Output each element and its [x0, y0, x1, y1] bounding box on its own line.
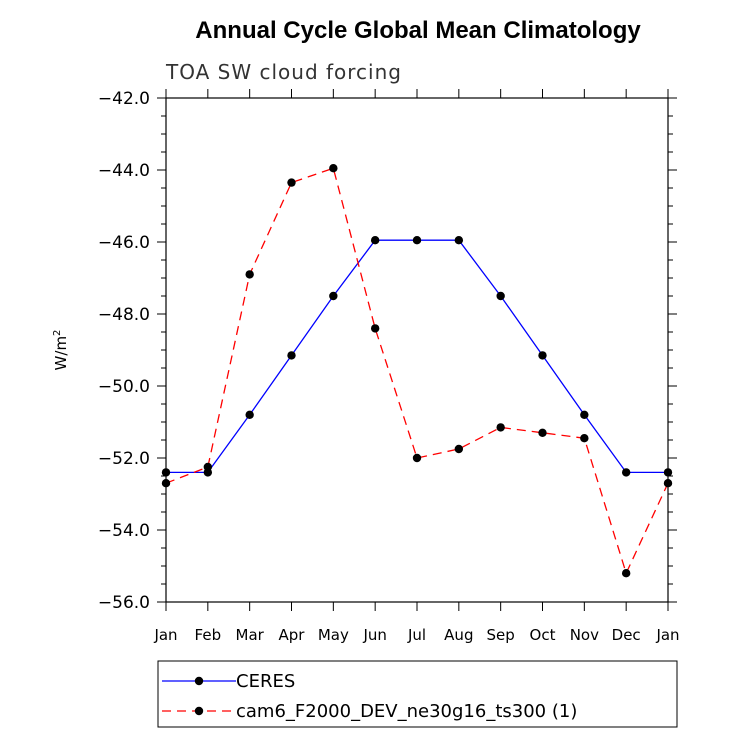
- svg-text:W/m2: W/m2: [52, 330, 70, 371]
- series-0-point: [454, 236, 464, 245]
- legend-box: [157, 660, 678, 728]
- x-tick-label: May: [318, 626, 349, 644]
- x-tick-label: Aug: [444, 626, 473, 644]
- y-axis-label-text: W/m: [52, 336, 70, 371]
- series-1-point: [538, 428, 547, 437]
- series-1-point: [454, 444, 464, 454]
- y-tick-label: −52.0: [98, 449, 150, 469]
- y-tick-label: −54.0: [98, 521, 150, 541]
- x-tick-label: Oct: [530, 626, 556, 644]
- series-1-point: [412, 453, 422, 463]
- series-1-point: [245, 270, 254, 279]
- series-0-point: [538, 351, 547, 360]
- series-0-point: [412, 236, 422, 245]
- y-tick-label: −46.0: [98, 233, 150, 253]
- series-1-point: [329, 164, 338, 173]
- x-tick-label: Feb: [195, 626, 222, 644]
- series-1-point: [621, 569, 631, 578]
- series-1-point: [370, 324, 380, 333]
- series-1-point: [496, 423, 505, 432]
- series-0-point: [370, 236, 380, 245]
- series-0-point: [245, 410, 254, 419]
- y-axis-label-superscript: 2: [52, 330, 63, 336]
- y-tick-label: −50.0: [98, 377, 150, 397]
- x-tick-label: Jul: [407, 626, 426, 644]
- legend-label: CERES: [236, 671, 295, 692]
- series-0-point: [621, 468, 631, 477]
- x-tick-label: Jan: [655, 626, 679, 644]
- series-line-1: [165, 167, 669, 576]
- chart-subtitle: TOA SW cloud forcing: [165, 60, 402, 84]
- axis-ticks: [157, 89, 677, 611]
- chart-title: Annual Cycle Global Mean Climatology: [195, 17, 641, 44]
- legend-label: cam6_F2000_DEV_ne30g16_ts300 (1): [236, 701, 577, 722]
- x-tick-label: Mar: [236, 626, 265, 644]
- legend-marker: [194, 676, 204, 686]
- legend-marker: [194, 706, 204, 716]
- plot-frame: [165, 97, 669, 603]
- y-tick-label: −42.0: [98, 89, 150, 109]
- series-1-point: [580, 434, 589, 443]
- series-layer: [161, 164, 673, 578]
- y-tick-labels: −42.0 −44.0 −46.0 −48.0 −50.0 −52.0 −54.0 −56.0: [98, 89, 150, 613]
- y-tick-label: −56.0: [98, 593, 150, 613]
- series-1-point: [203, 462, 213, 472]
- series-1-point: [287, 178, 296, 187]
- y-tick-label: −48.0: [98, 305, 150, 325]
- series-0-point: [496, 291, 505, 301]
- x-tick-label: Apr: [279, 626, 306, 644]
- x-tick-label: Dec: [612, 626, 641, 644]
- x-tick-label: Jan: [153, 626, 177, 644]
- series-0-point: [287, 351, 296, 360]
- y-axis-label: W/m2: [52, 330, 70, 371]
- legend: CERES cam6_F2000_DEV_ne30g16_ts300 (1): [157, 660, 678, 728]
- x-tick-label: Nov: [570, 626, 599, 644]
- legend-entries: CERES cam6_F2000_DEV_ne30g16_ts300 (1): [162, 671, 577, 722]
- series-0-point: [580, 410, 589, 419]
- series-line-0: [166, 239, 668, 474]
- y-tick-label: −44.0: [98, 161, 150, 181]
- x-tick-label: Sep: [487, 626, 515, 644]
- x-tick-label: Jun: [362, 626, 386, 644]
- x-tick-labels: Jan Feb Mar Apr May Jun Jul Aug Sep Oct Nov Dec Jan: [153, 626, 679, 644]
- series-0-point: [329, 291, 338, 301]
